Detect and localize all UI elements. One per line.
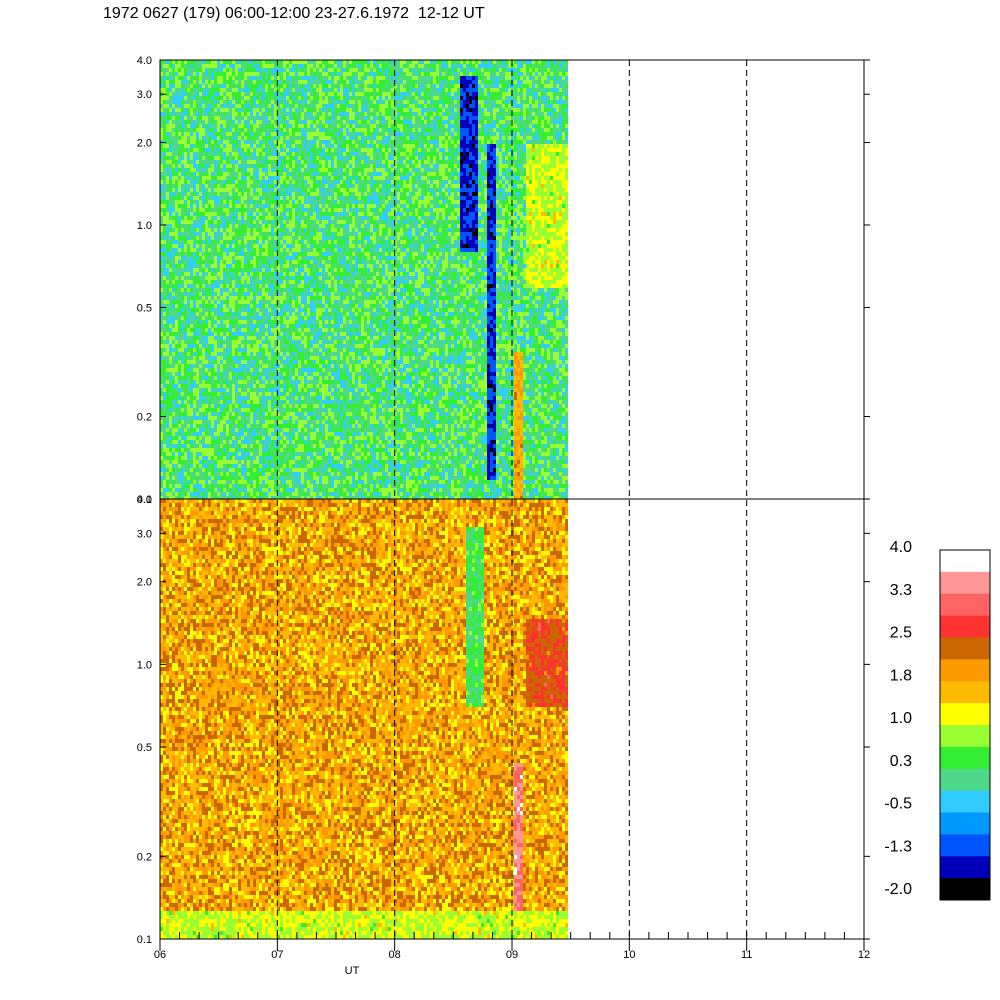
colorbar-label: -1.3 bbox=[884, 838, 912, 855]
lower-spectrogram-panel bbox=[160, 499, 568, 939]
y-tick-label-lower: 4.0 bbox=[137, 494, 152, 506]
x-tick-label: 09 bbox=[506, 949, 518, 961]
colorbar-swatch bbox=[940, 571, 990, 595]
colorbar-labels: 4.0 3.3 2.5 1.8 1.0 0.3 -0.5 -1.3 -2.0 bbox=[884, 540, 912, 898]
colorbar-swatch bbox=[940, 790, 990, 813]
y-tick-label-lower: 1.0 bbox=[137, 659, 152, 671]
x-tick-label: 10 bbox=[623, 949, 635, 961]
colorbar-swatch bbox=[940, 681, 990, 704]
colorbar-swatch bbox=[940, 812, 990, 835]
colorbar-swatch bbox=[940, 768, 990, 792]
colorbar-label: 4.0 bbox=[890, 540, 912, 556]
colorbar-swatch bbox=[940, 550, 990, 573]
x-tick-label: 06 bbox=[154, 949, 166, 961]
colorbar-swatch bbox=[940, 856, 990, 879]
colorbar-swatch bbox=[940, 834, 990, 857]
x-tick-label: 07 bbox=[271, 949, 283, 961]
colorbar-label: 3.3 bbox=[890, 582, 912, 599]
y-tick-label-upper: 1.0 bbox=[137, 220, 152, 232]
x-tick-label: 12 bbox=[858, 949, 870, 961]
colorbar-swatch bbox=[940, 637, 990, 660]
upper-spectrogram-panel bbox=[160, 60, 568, 499]
colorbar-swatch bbox=[940, 725, 990, 748]
y-tick-label-upper: 0.1 bbox=[137, 494, 152, 506]
colorbar-label: 1.0 bbox=[890, 710, 912, 727]
y-tick-label-lower: 0.2 bbox=[137, 851, 152, 863]
y-tick-label-upper: 2.0 bbox=[137, 137, 152, 149]
y-tick-label-lower: 0.1 bbox=[137, 934, 152, 946]
y-tick-label-lower: 2.0 bbox=[137, 577, 152, 589]
colorbar-frame bbox=[939, 549, 991, 901]
colorbar-label: -0.5 bbox=[884, 796, 912, 813]
x-tick-label: 08 bbox=[389, 949, 401, 961]
colorbar-label: -2.0 bbox=[884, 881, 912, 898]
colorbar-label: 0.3 bbox=[890, 753, 912, 770]
colorbar-swatch bbox=[940, 615, 990, 638]
x-axis-label: UT bbox=[345, 965, 360, 977]
colorbar-label: 1.8 bbox=[890, 667, 912, 684]
y-tick-label-upper: 0.5 bbox=[137, 302, 152, 314]
y-tick-label-upper: 0.2 bbox=[137, 412, 152, 424]
colorbar: 4.0 3.3 2.5 1.8 1.0 0.3 -0.5 -1.3 -2.0 bbox=[884, 540, 991, 901]
colorbar-swatch bbox=[940, 703, 990, 726]
colorbar-swatch bbox=[940, 659, 990, 682]
colorbar-label: 2.5 bbox=[890, 625, 912, 642]
dashed-time-gridlines bbox=[276, 60, 748, 939]
x-tick-label: 11 bbox=[741, 949, 752, 961]
chart-title: 1972 0627 (179) 06:00-12:00 23-27.6.1972… bbox=[103, 5, 485, 23]
colorbar-swatch bbox=[940, 593, 990, 617]
y-tick-label-lower: 0.5 bbox=[137, 742, 152, 754]
colorbar-swatch bbox=[940, 746, 990, 770]
y-tick-label-upper: 4.0 bbox=[137, 55, 152, 67]
colorbar-swatches bbox=[939, 549, 991, 901]
colorbar-swatch bbox=[940, 878, 990, 901]
y-tick-label-upper: 3.0 bbox=[137, 89, 152, 101]
axes: 0.10.20.51.02.03.04.00.10.20.51.02.03.04… bbox=[137, 55, 870, 977]
y-tick-label-lower: 3.0 bbox=[137, 528, 152, 540]
